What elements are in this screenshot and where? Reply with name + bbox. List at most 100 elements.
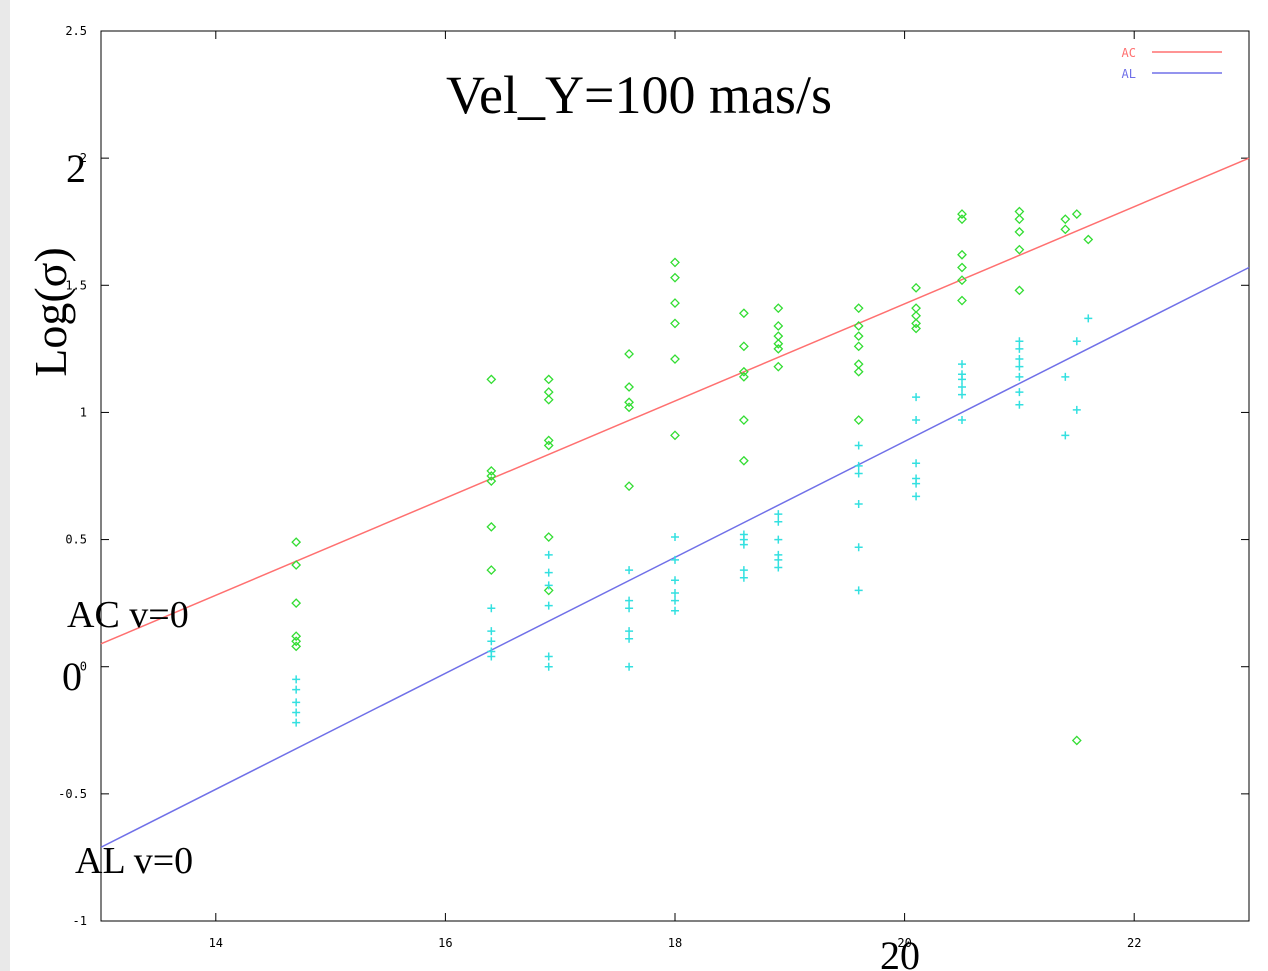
diamond-point [957,214,967,225]
plus-point [774,535,783,544]
diamond-point [291,631,302,642]
diamond-point [1071,735,1082,746]
x-tick-label: 14 [209,936,223,950]
plus-point [544,601,553,610]
plus-point [854,469,863,478]
diamond-point [853,415,864,425]
y-axis-label: Log(σ) [25,247,76,377]
diamond-point [1060,214,1071,225]
diamond-point [486,565,497,576]
diamond-point [853,321,864,331]
diamond-point [773,343,784,354]
diamond-point [1014,244,1025,255]
y-tick-label: -1 [73,914,87,928]
plus-point [1061,431,1070,440]
legend: AC AL [1122,46,1222,81]
plus-point [958,375,966,384]
diamond-point [543,435,554,446]
x-tick-label: 18 [668,936,682,950]
diamond-point [738,308,749,319]
diamond-point [624,402,634,413]
diamond-point [1014,214,1025,225]
diamond-point [291,636,302,647]
plus-point [854,461,863,470]
diamond-point [670,272,680,283]
y-tick-label: 1 [80,405,87,419]
diamond-point [853,303,864,314]
diamond-point [670,318,680,329]
plus-point [774,555,783,564]
diamond-point [291,598,302,609]
x-tick-label: 16 [438,936,452,950]
plus-point [671,576,679,585]
plus-point [912,393,921,402]
overlay-label-y-two: 2 [66,146,86,191]
diamond-point [1014,285,1025,296]
overlay-label-x-twenty: 20 [880,933,920,971]
plus-point [625,627,634,636]
diamond-point [773,338,784,349]
overlay-label-ac-v0: AC v=0 [67,594,189,636]
plus-point [671,606,679,615]
diamond-point [957,262,967,273]
legend-label-ac: AC [1122,46,1136,60]
diamond-point [738,371,749,382]
plus-point [912,416,921,425]
plus-point [544,652,553,661]
plus-point [854,499,863,508]
plus-point [774,563,783,572]
diamond-point [543,585,554,596]
plus-point [958,390,966,399]
diamond-point [853,331,864,342]
y-tick-label: 0 [80,660,87,674]
diamond-point [670,298,680,309]
plus-point [912,479,921,488]
plus-point [1015,337,1024,346]
diamond-point [1014,226,1025,237]
plus-point [292,675,301,684]
diamond-point [486,465,497,476]
diamond-point [957,275,967,286]
plot-area-border [100,30,1250,922]
plus-point [292,685,301,694]
plus-point [912,492,921,501]
plus-point [544,662,553,671]
y-tick-label: 1.5 [65,278,87,292]
plus-point [774,510,783,519]
plus-point [739,573,748,582]
plus-point [292,718,301,727]
axis-ticks: 14 16 18 20 22 2.5 2 1.5 1 0.5 0 -0.5 -1 [58,24,1249,950]
plus-point [912,459,921,468]
plus-point [487,604,496,613]
diamond-point [738,455,749,466]
plus-point [854,543,863,552]
plus-point [1015,388,1024,397]
diamond-point [738,341,749,352]
overlay-label-al-v0: AL v=0 [75,840,193,882]
diamond-point [670,354,680,364]
overlay-label-y-zero: 0 [62,654,82,699]
diamond-point [853,366,864,377]
diamond-point [486,521,497,532]
plus-point [1015,362,1024,371]
plus-point [487,652,496,661]
diamond-point [1060,224,1071,235]
diamond-point [486,476,497,487]
plus-point [1015,355,1024,364]
y-tick-label: 2 [80,151,87,165]
plus-point [625,634,634,643]
diamond-point [543,532,554,542]
plus-point [958,416,966,425]
plus-point [854,441,863,450]
plus-point [544,550,553,559]
diamond-point [1071,209,1082,220]
plus-point [1015,344,1024,353]
diamond-point [773,303,784,314]
chart-title: Vel_Y=100 mas/s [446,65,832,125]
diamond-point [738,366,749,377]
diamond-point [911,318,921,329]
diamond-point [543,440,554,451]
diamond-point [624,349,634,359]
diamond-point [1083,234,1094,245]
y-tick-label: 2.5 [65,24,87,38]
